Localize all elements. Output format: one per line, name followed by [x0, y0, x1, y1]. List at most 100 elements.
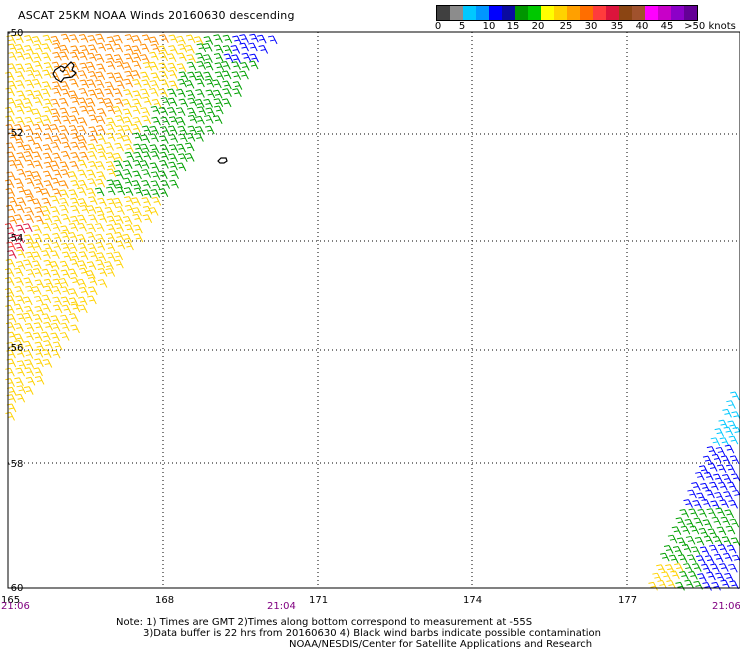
island-outline [52, 61, 77, 83]
wind-barb [706, 508, 717, 517]
wind-barb [115, 240, 126, 250]
wind-barb [113, 54, 124, 64]
wind-barb [78, 242, 88, 252]
wind-barb [115, 80, 125, 90]
wind-barb [6, 241, 16, 251]
wind-barb [719, 437, 730, 446]
wind-barb [167, 106, 177, 116]
wind-barb [70, 141, 80, 151]
lon-label: 171 [309, 595, 328, 606]
wind-barb [16, 90, 26, 100]
wind-barb [15, 295, 25, 305]
colorbar-swatch [502, 6, 515, 20]
wind-barb [168, 34, 179, 44]
wind-barb [50, 123, 60, 133]
wind-barb [60, 296, 71, 306]
wind-barb [106, 252, 116, 262]
wind-barb [130, 105, 141, 115]
wind-barb [23, 223, 33, 233]
colorbar-tick: 45 [660, 21, 674, 32]
wind-barb [86, 205, 97, 214]
wind-barb [77, 214, 87, 224]
wind-barb [5, 367, 15, 377]
wind-barb [94, 53, 105, 63]
wind-barb [681, 544, 692, 553]
wind-barb [95, 79, 105, 89]
wind-barb [96, 144, 106, 153]
wind-barb [43, 340, 53, 349]
wind-barb [194, 36, 204, 46]
wind-barb [149, 36, 159, 46]
wind-barb [178, 153, 188, 163]
wind-barb [140, 107, 151, 116]
wind-barb [42, 358, 53, 368]
colorbar-swatch [645, 6, 658, 20]
wind-barb [69, 78, 79, 88]
wind-barb [187, 97, 198, 107]
wind-barb [114, 98, 124, 107]
wind-barb [124, 224, 135, 233]
wind-barb [241, 52, 252, 62]
wind-barb [88, 160, 98, 170]
wind-barb [701, 563, 711, 573]
wind-barb [52, 232, 62, 242]
wind-barb [32, 241, 42, 251]
wind-barb [716, 464, 727, 474]
wind-barb [105, 132, 116, 142]
wind-barb [115, 186, 126, 196]
wind-barb [24, 177, 35, 187]
wind-barb [41, 268, 52, 278]
wind-barb [707, 463, 718, 472]
wind-barb [42, 214, 53, 223]
wind-barb [178, 71, 189, 81]
wind-barb [248, 42, 258, 52]
wind-barb [701, 498, 711, 508]
wind-barb [23, 312, 33, 322]
wind-barb [714, 491, 724, 501]
wind-barb [32, 132, 43, 142]
wind-barb [663, 545, 674, 554]
wind-barb [213, 53, 224, 62]
wind-barb [717, 544, 728, 553]
colorbar-swatch [541, 6, 554, 20]
wind-barb [105, 60, 116, 70]
wind-barb [32, 52, 42, 62]
wind-barb [7, 331, 17, 341]
wind-barb [720, 579, 730, 589]
wind-barb [158, 45, 168, 55]
wind-barb [79, 151, 89, 161]
wind-barb [661, 571, 671, 581]
wind-barb [142, 214, 153, 223]
wind-barb [34, 358, 44, 368]
wind-barb [240, 62, 250, 71]
wind-barb [5, 115, 15, 125]
wind-barb [6, 171, 16, 181]
wind-barb [60, 33, 71, 43]
colorbar-tick: 25 [559, 21, 573, 32]
wind-barb [60, 88, 71, 98]
wind-barb [231, 71, 242, 80]
wind-speed-colorbar [436, 5, 698, 21]
wind-barb [141, 151, 152, 160]
wind-barb [723, 491, 733, 500]
wind-barb [70, 45, 81, 55]
wind-barb [34, 178, 44, 188]
lat-label: -58 [7, 459, 23, 470]
wind-barb [231, 61, 241, 70]
wind-barb [95, 71, 106, 81]
wind-barb [42, 170, 53, 180]
wind-barb [132, 35, 142, 44]
colorbar-swatch [606, 6, 619, 20]
wind-barb [59, 161, 70, 171]
wind-barb [169, 170, 179, 180]
wind-barb [131, 45, 142, 55]
wind-barb [5, 87, 15, 97]
wind-barb [149, 87, 159, 97]
wind-barb [50, 98, 61, 108]
wind-barb [77, 117, 88, 126]
wind-barb [113, 43, 124, 53]
wind-barb [69, 106, 80, 116]
wind-barb [214, 105, 224, 115]
wind-barb [702, 519, 713, 529]
